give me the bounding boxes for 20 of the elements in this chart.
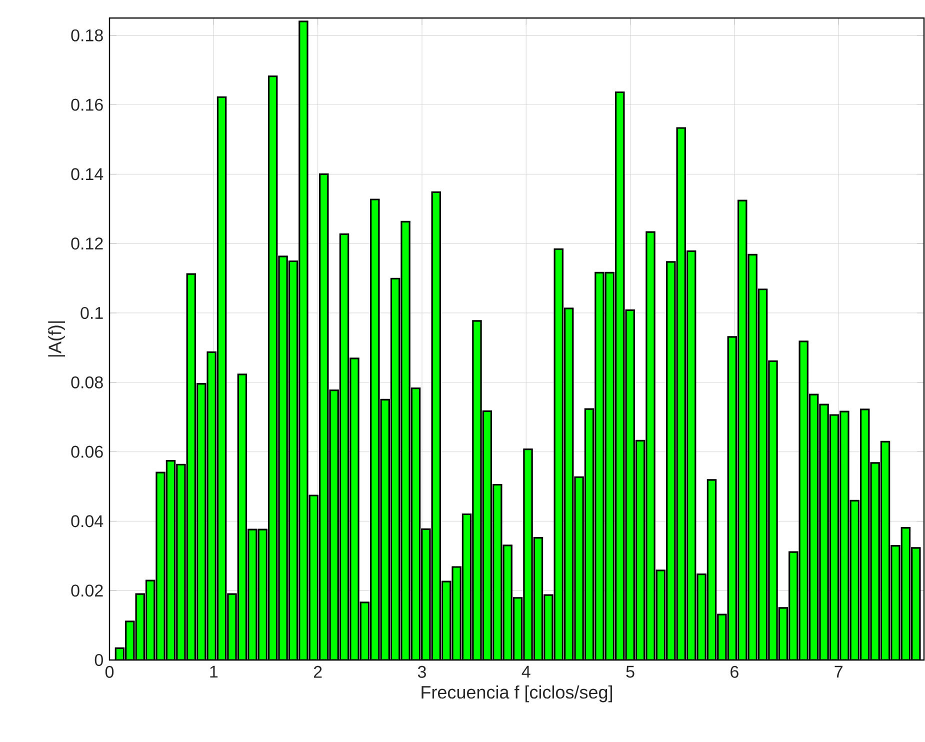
y-tick-label: 0.12 <box>71 238 103 250</box>
x-tick-label: 1 <box>210 666 218 678</box>
y-tick-label: 0.06 <box>71 446 103 458</box>
x-tick-label: 4 <box>522 666 530 678</box>
x-tick-label: 5 <box>626 666 634 678</box>
y-tick-label: 0.02 <box>71 584 103 597</box>
x-tick-label: 7 <box>834 666 842 678</box>
y-axis-title: |A(f)| <box>48 321 66 357</box>
y-tick-label: 0.18 <box>71 29 103 42</box>
y-tick-label: 0.14 <box>71 168 104 180</box>
y-tick-label: 0.08 <box>71 376 103 388</box>
y-tick-label: 0 <box>94 654 103 666</box>
y-tick-label: 0.1 <box>80 306 103 319</box>
x-tick-label: 2 <box>314 666 322 678</box>
y-tick-label: 0.16 <box>71 98 103 111</box>
x-tick-label: 3 <box>418 666 426 678</box>
x-tick-label: 6 <box>730 666 738 678</box>
y-tick-label: 0.04 <box>71 515 104 528</box>
x-axis-title: Frecuencia f [ciclos/seg] <box>422 685 612 702</box>
x-tick-label: 0 <box>105 666 114 678</box>
